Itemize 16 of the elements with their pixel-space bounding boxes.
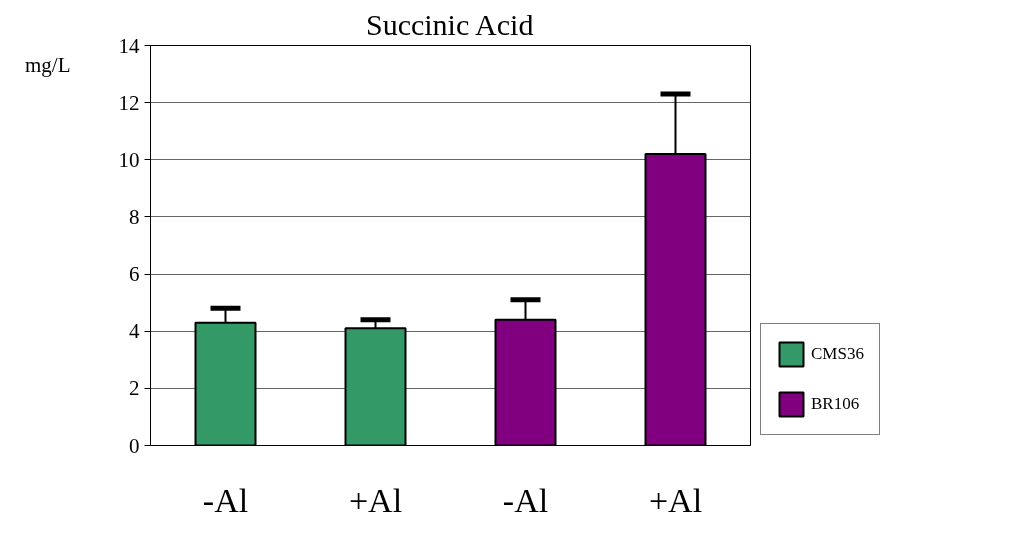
x-tick-label: -Al	[502, 481, 549, 519]
x-tick-label: +Al	[348, 481, 403, 519]
y-tick-label: 0	[129, 433, 140, 458]
y-tick-label: 12	[118, 90, 140, 115]
x-tick-label: +Al	[648, 481, 703, 519]
legend-label: BR106	[811, 394, 860, 414]
chart-title: Succinic Acid	[365, 7, 534, 41]
legend-label: CMS36	[811, 344, 864, 364]
y-tick-label: 4	[129, 319, 140, 344]
y-tick-label: 10	[118, 147, 140, 172]
y-tick-label: 14	[118, 33, 140, 58]
y-axis-title: mg/L	[25, 52, 71, 79]
y-tick-label: 6	[129, 262, 140, 287]
y-tick-label: 2	[129, 376, 140, 401]
x-tick-label: -Al	[202, 481, 249, 519]
y-tick-label: 8	[129, 204, 140, 229]
